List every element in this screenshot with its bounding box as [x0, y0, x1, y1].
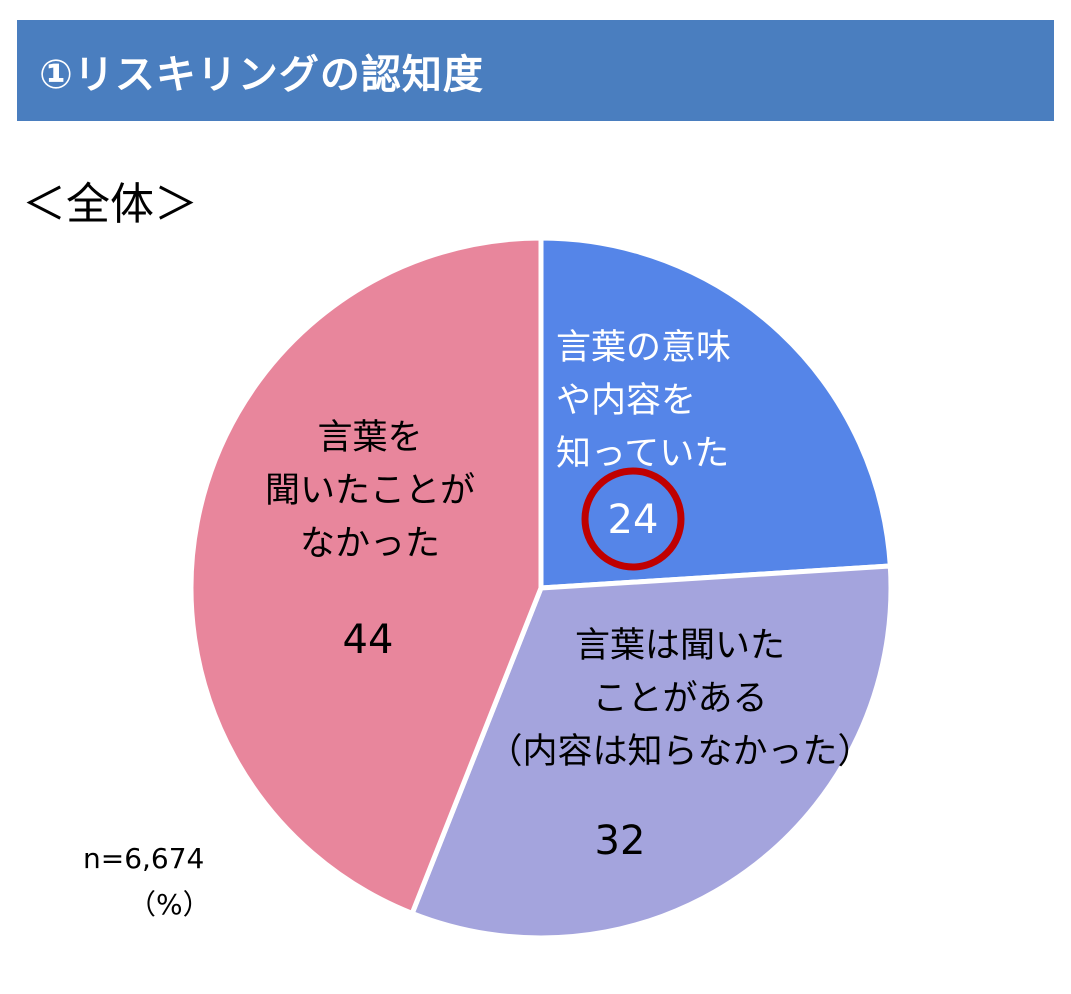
slice-value-knew-meaning: 24 [607, 497, 659, 543]
page-title: ①リスキリングの認知度 [39, 52, 484, 98]
chart-subtitle: ＜全体＞ [22, 179, 198, 230]
title-banner: ①リスキリングの認知度 [17, 20, 1054, 121]
slice-label-never-heard: 言葉を 聞いたことが なかった [264, 418, 475, 564]
slice-value-never-heard: 44 [342, 617, 394, 663]
slice-never-heard [188, 235, 544, 917]
slice-value-heard-word: 32 [594, 818, 646, 864]
highlight-circle [581, 467, 685, 571]
slice-label-heard-word: 言葉は聞いた ことがある （内容は知らなかった） [487, 626, 873, 772]
unit-note: （%） [128, 888, 211, 921]
slice-heard-word [408, 563, 894, 941]
sample-size-note: n=6,674 [83, 842, 205, 875]
slice-knew-meaning [538, 235, 893, 591]
slice-label-knew-meaning: 言葉の意味 や内容を 知っていた [556, 328, 732, 474]
